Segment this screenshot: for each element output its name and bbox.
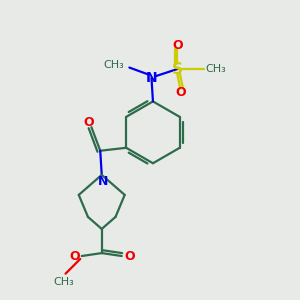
Text: O: O <box>70 250 80 262</box>
Text: O: O <box>172 39 183 52</box>
Text: CH₃: CH₃ <box>206 64 226 74</box>
Text: CH₃: CH₃ <box>103 60 124 70</box>
Text: O: O <box>84 116 94 129</box>
Text: O: O <box>175 86 186 99</box>
Text: S: S <box>172 61 183 76</box>
Text: N: N <box>98 176 108 188</box>
Text: CH₃: CH₃ <box>54 277 74 286</box>
Text: O: O <box>124 250 135 262</box>
Text: N: N <box>146 71 157 85</box>
